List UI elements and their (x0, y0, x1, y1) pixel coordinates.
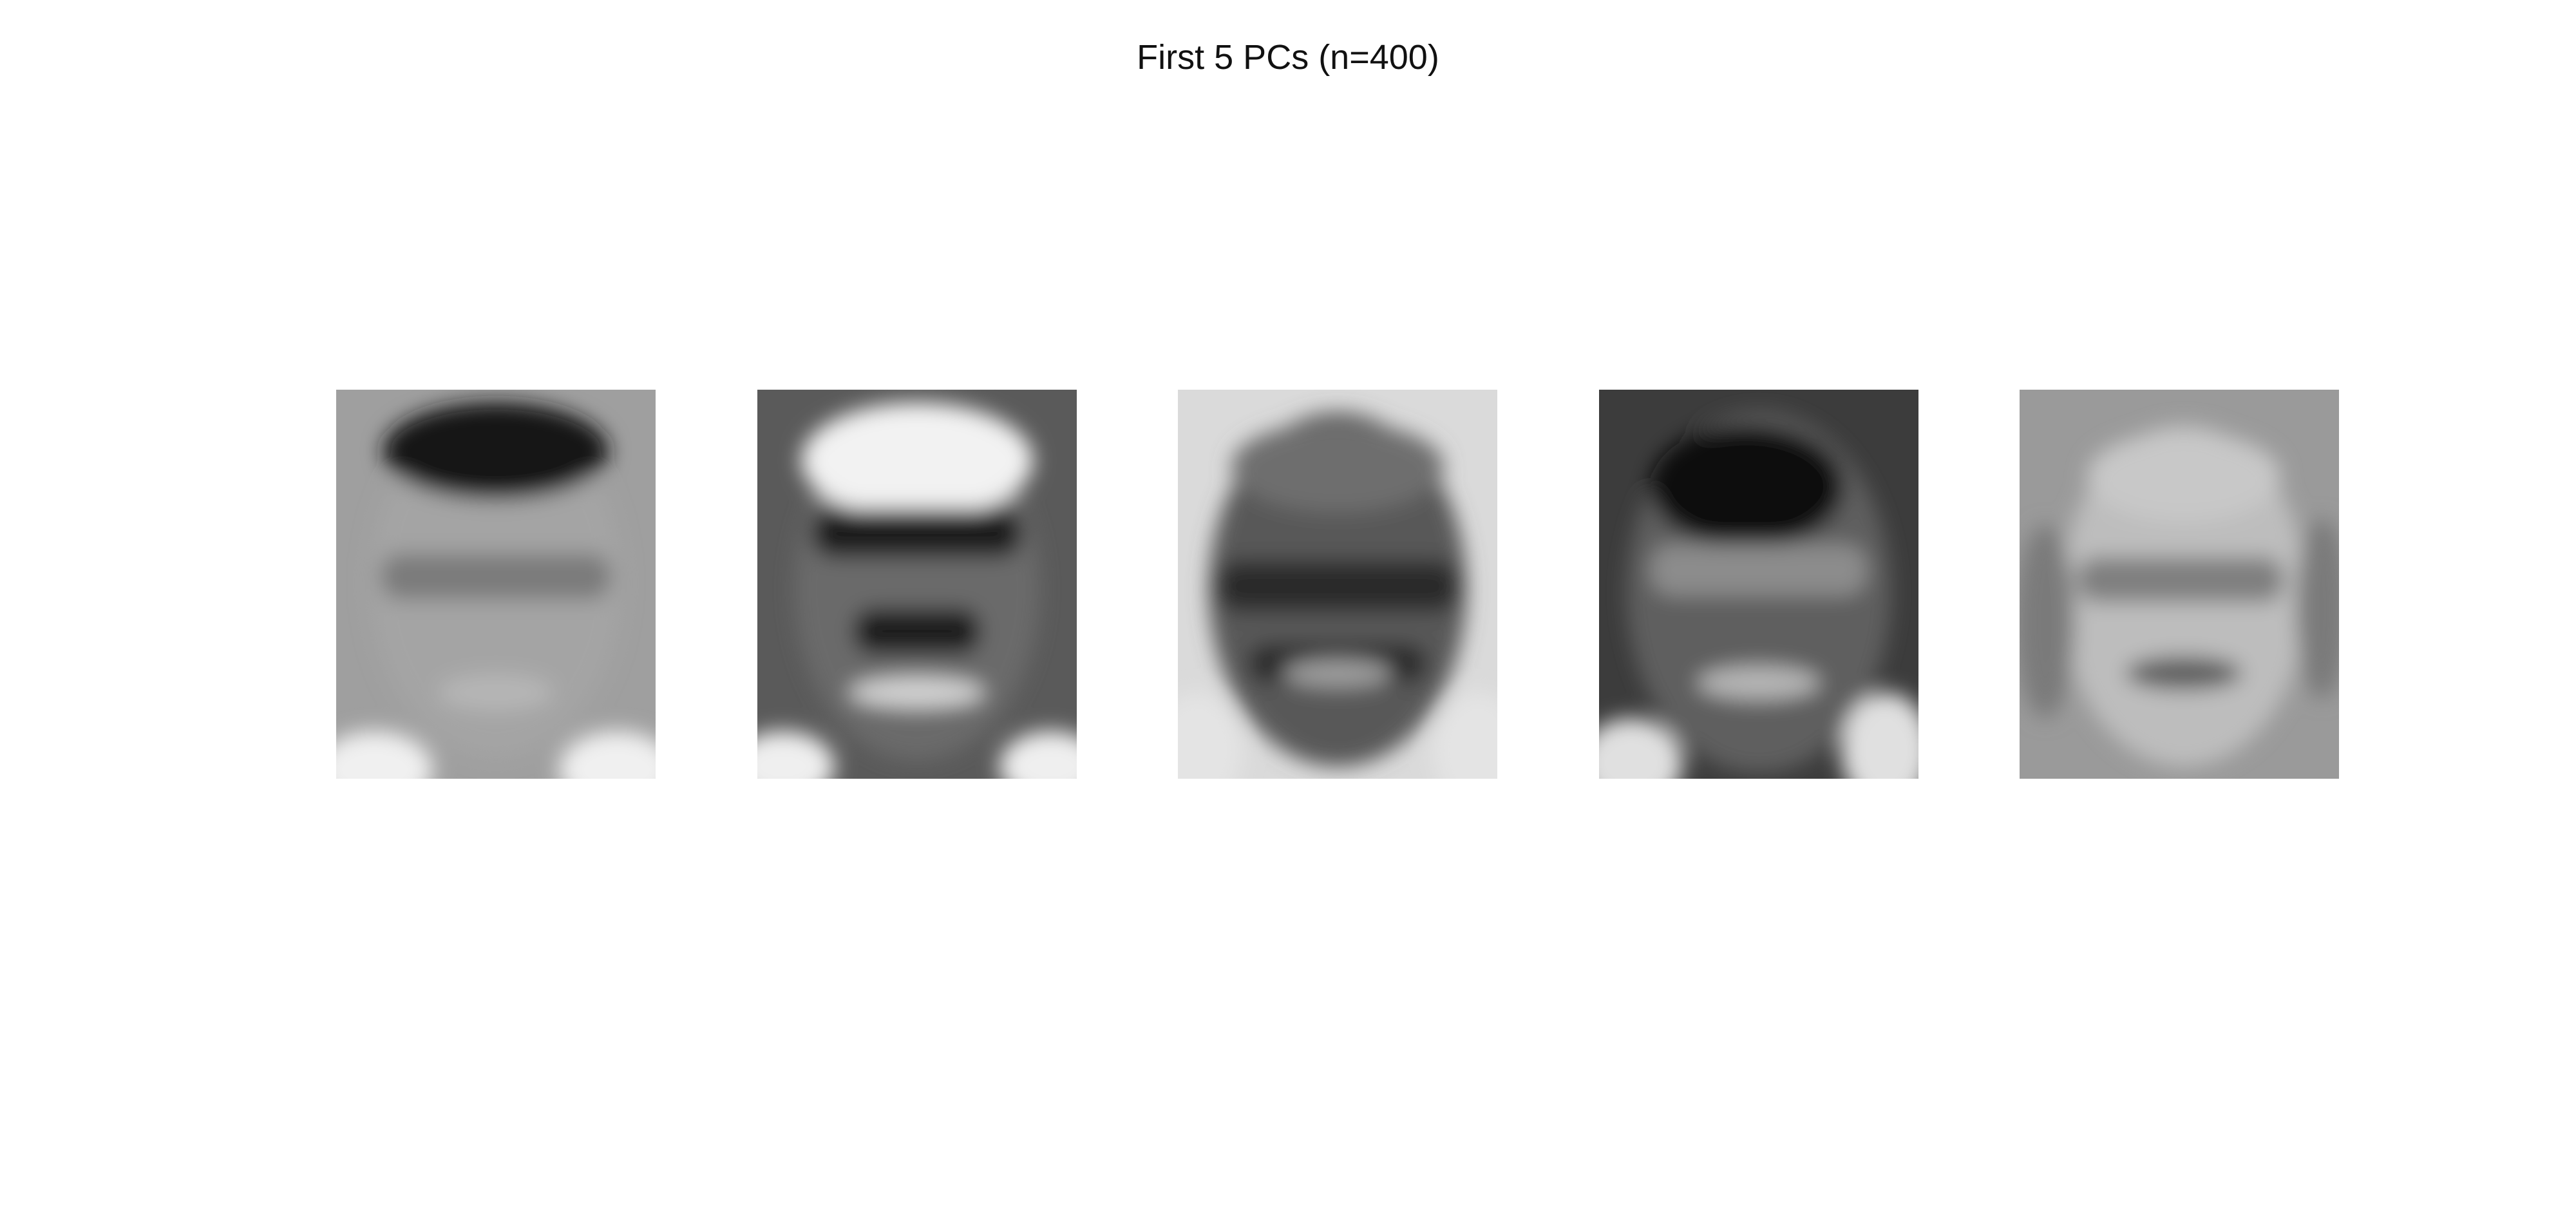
pc-5-mouth (2126, 656, 2242, 690)
pc-1-collar-right (559, 731, 656, 779)
pc-1-mouth (438, 674, 554, 710)
pc-1-image (336, 390, 656, 779)
pc-3-collar-right (1433, 692, 1497, 779)
pc-2-eye-band (812, 509, 1022, 557)
pc-3-hair (1231, 422, 1444, 512)
pc-5-hair (2087, 432, 2280, 522)
pc-2-collar-right (999, 731, 1077, 779)
pc-3-mouth (1283, 659, 1392, 687)
pc-1-eye-band (381, 554, 611, 599)
figure-title: First 5 PCs (n=400) (1137, 38, 1439, 77)
pc-5-eye-band (2078, 557, 2284, 602)
pc-3-eye-band (1217, 560, 1459, 612)
pc-4-mouth (1698, 666, 1820, 700)
pc-5-collar-left (2020, 525, 2074, 718)
pc-1-hair (383, 403, 609, 499)
pc-4-collar-right (1841, 692, 1918, 779)
pc-3-collar-left (1178, 692, 1242, 779)
pc-2-collar-left (757, 731, 835, 779)
pc-2-nose-band (854, 609, 980, 654)
pc-4-hair (1651, 425, 1844, 547)
pc-4-eye-band (1651, 544, 1867, 596)
pc-2-mouth (849, 677, 985, 708)
pc-5-collar-right (2297, 519, 2339, 699)
pc-4-image (1599, 390, 1918, 779)
pc-2-hair (801, 403, 1033, 519)
pc-5-image (2020, 390, 2339, 779)
pc-3-image (1178, 390, 1497, 779)
pc-1-collar-left (336, 731, 433, 779)
pc-4-collar-left (1599, 718, 1683, 779)
pc-2-image (757, 390, 1077, 779)
